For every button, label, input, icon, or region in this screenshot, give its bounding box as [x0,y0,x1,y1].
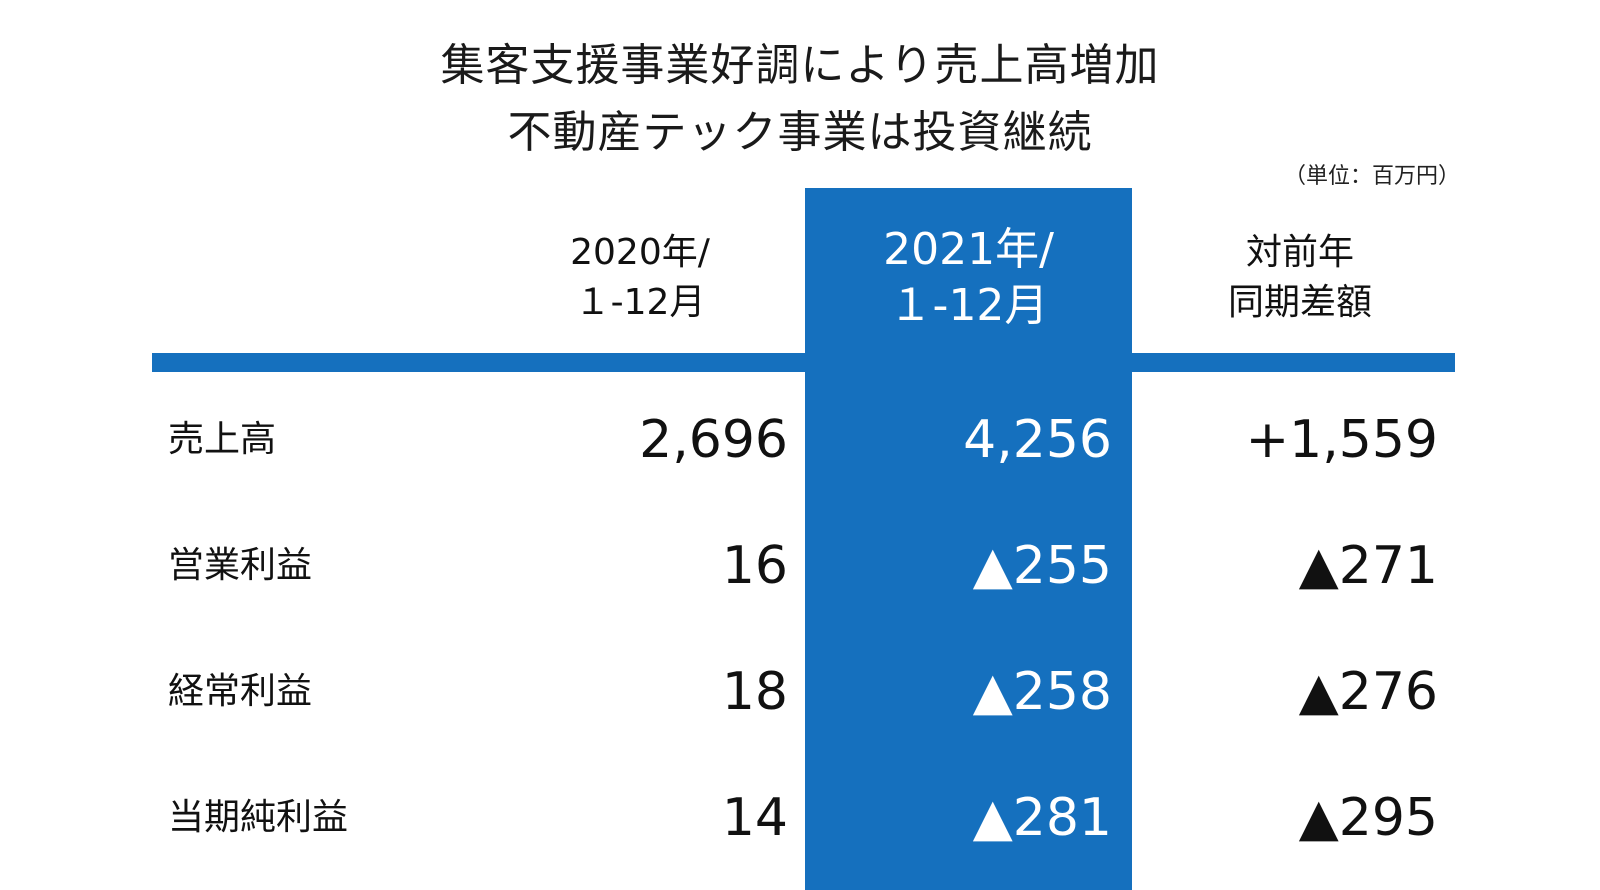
row-label-operating-profit: 営業利益 [168,545,313,586]
header-divider-bar-right [1132,353,1455,372]
value-net-profit-2021: ▲281 [972,788,1112,848]
column-header-2021-period: １-12月 [888,280,1049,331]
unit-note: （単位：百万円） [1283,164,1460,189]
value-operating-profit-diff: ▲271 [1298,536,1438,596]
column-header-2020: 2020年/ １-12月 [540,228,740,328]
page-title-line-1: 集客支援事業好調により売上高増加 [440,40,1160,91]
value-sales-diff: +1,559 [1245,410,1438,470]
value-net-profit-2020: 14 [721,788,788,848]
value-sales-2021: 4,256 [963,410,1112,470]
value-net-profit-diff: ▲295 [1298,788,1438,848]
value-sales-2020: 2,696 [639,410,788,470]
column-header-2020-period: １-12月 [574,282,706,323]
value-ordinary-profit-2020: 18 [721,662,788,722]
page-title-line-2: 不動産テック事業は投資継続 [507,107,1093,158]
current-year-highlight-column [805,188,1132,890]
value-ordinary-profit-diff: ▲276 [1298,662,1438,722]
column-header-2021: 2021年/ １-12月 [805,222,1132,334]
value-operating-profit-2021: ▲255 [972,536,1112,596]
row-label-sales: 売上高 [168,419,277,460]
row-label-net-profit: 当期純利益 [168,797,349,838]
column-header-diff-line-2: 同期差額 [1227,282,1372,323]
value-ordinary-profit-2021: ▲258 [972,662,1112,722]
column-header-2020-year: 2020年/ [570,232,710,273]
value-operating-profit-2020: 16 [721,536,788,596]
header-divider-bar-left [152,353,805,372]
column-header-diff: 対前年 同期差額 [1180,228,1420,328]
column-header-diff-line-1: 対前年 [1245,232,1354,273]
row-label-ordinary-profit: 経常利益 [168,671,313,712]
column-header-2021-year: 2021年/ [883,224,1054,275]
